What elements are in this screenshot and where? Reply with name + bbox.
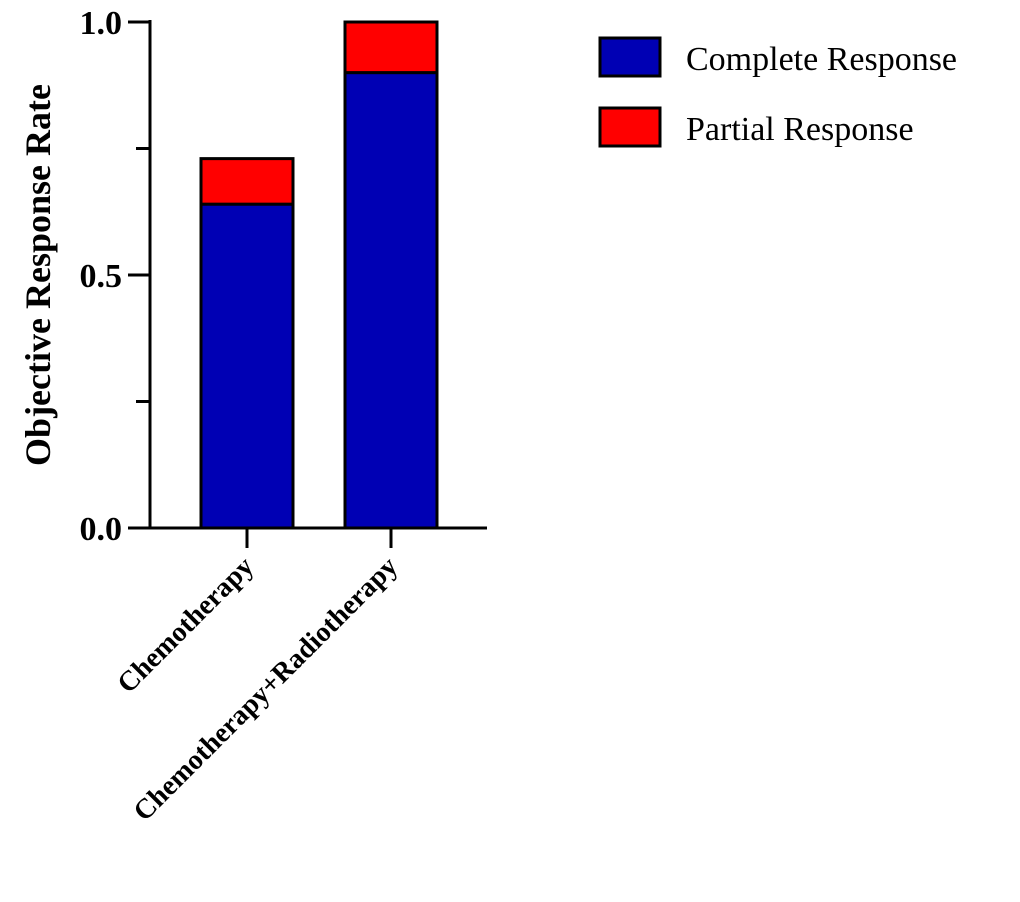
bar-complete-2 <box>343 71 439 530</box>
y-tick-label: 0.5 <box>80 258 123 295</box>
bar-partial-1 <box>199 157 295 206</box>
legend-label-2: Partial Response <box>686 111 914 148</box>
bars-group <box>199 20 439 530</box>
x-category-label: Chemotherapy+Radiotherapy <box>128 551 404 827</box>
bar-complete-1 <box>199 202 295 530</box>
y-axis-title: Objective Response Rate <box>18 84 58 466</box>
bar-partial-2 <box>343 20 439 75</box>
legend-swatch-2 <box>598 106 662 148</box>
legend: Complete Response Partial Response <box>598 36 957 148</box>
y-tick-label: 1.0 <box>80 5 123 42</box>
y-tick-label: 0.0 <box>80 511 123 548</box>
x-category-label: Chemotherapy <box>112 551 260 699</box>
legend-label-1: Complete Response <box>686 41 957 78</box>
legend-swatch-1 <box>598 36 662 78</box>
